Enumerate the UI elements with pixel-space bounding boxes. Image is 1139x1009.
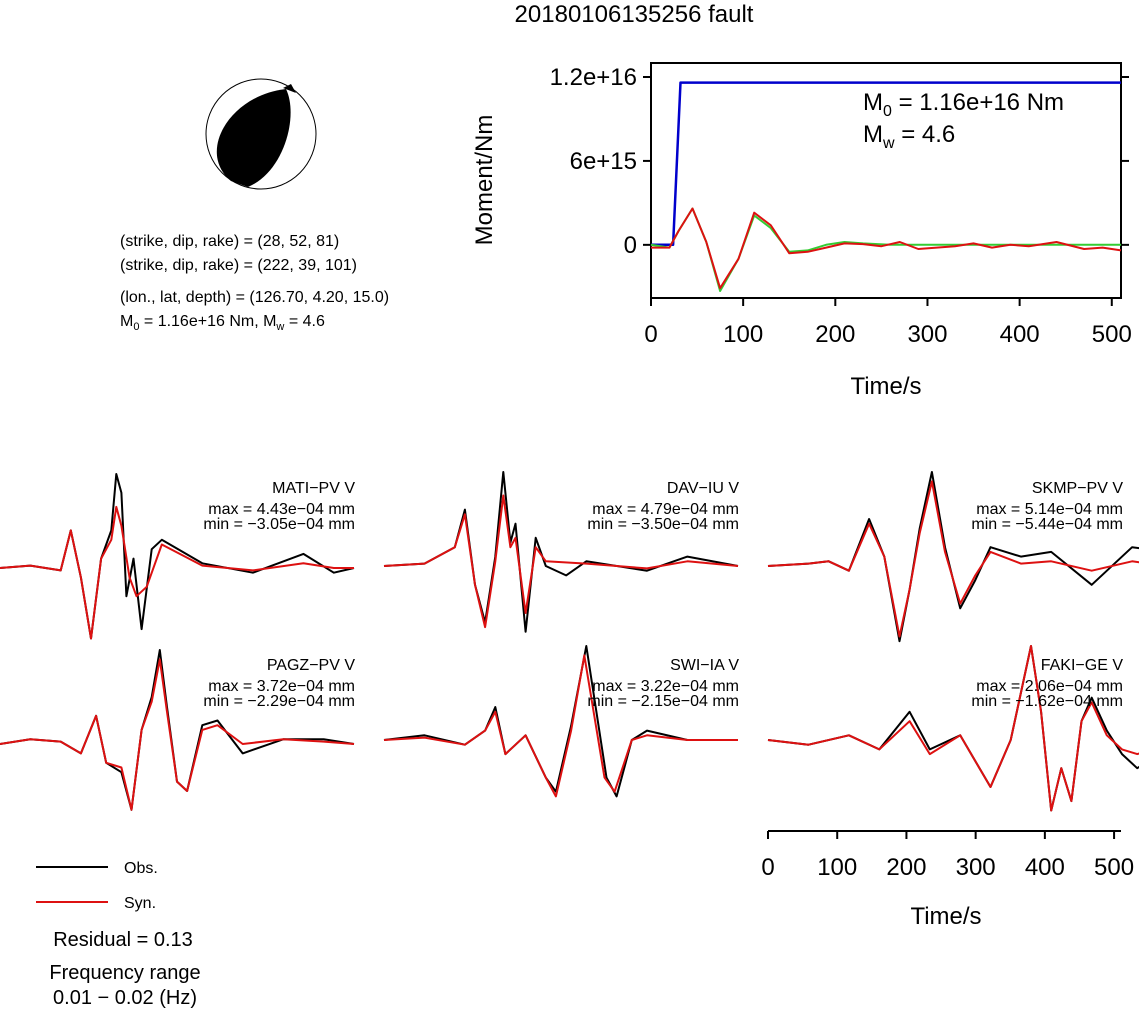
- station-max: max = 4.43e−04 mm: [208, 501, 355, 518]
- station-name: MATI−PV V: [272, 480, 355, 497]
- frequency-range: 0.01 − 0.02 (Hz): [53, 987, 197, 1009]
- moment-series-line-3: [651, 207, 1122, 290]
- moment-x-tick-label: 200: [815, 321, 855, 348]
- waveform-syn-trace: [767, 480, 1139, 638]
- moment-y-tick-label: 0: [624, 232, 637, 259]
- waveform-time-axis: 0 100 200 300 400 500: [761, 830, 1134, 881]
- station-name: SKMP−PV V: [1032, 480, 1123, 497]
- moment-series: [650, 81, 1122, 292]
- station-min: min = −2.15e−04 mm: [587, 693, 739, 710]
- station-max: max = 4.79e−04 mm: [592, 501, 739, 518]
- waveform-syn-trace: [767, 645, 1139, 812]
- waveform-obs-trace: [0, 473, 355, 640]
- frequency-label: Frequency range: [49, 962, 200, 984]
- moment-plot-frame: [650, 62, 1122, 299]
- moment-series-line-2: [650, 207, 1121, 292]
- station-max: max = 5.14e−04 mm: [976, 501, 1123, 518]
- fm-line4: M0 = 1.16e+16 Nm, Mw = 4.6: [120, 313, 325, 333]
- moment-x-tick-label: 400: [1000, 321, 1040, 348]
- beachball-compression: [216, 89, 291, 187]
- waveform-syn-trace: [383, 494, 739, 629]
- waveform-obs-trace: [767, 471, 1139, 643]
- station-min: min = −3.05e−04 mm: [203, 516, 355, 533]
- waveform-x-axis-label: Time/s: [910, 903, 981, 930]
- moment-annotation-m0: M0 = 1.16e+16 Nm: [863, 89, 1064, 120]
- legend: Obs. Syn.: [36, 860, 158, 912]
- moment-chart: 0 6e+15 1.2e+16 0 100 200 300 400 500 Moment/Nm…: [471, 62, 1132, 400]
- waveform-x-tick-label: 100: [817, 854, 857, 881]
- station-min: min = −1.62e−04 mm: [971, 693, 1123, 710]
- waveform-x-tick-label: 500: [1094, 854, 1134, 881]
- station-max: max = 2.06e−04 mm: [976, 678, 1123, 695]
- station-max: max = 3.72e−04 mm: [208, 678, 355, 695]
- moment-x-tick-label: 0: [644, 321, 657, 348]
- moment-x-ticks: 0 100 200 300 400 500: [644, 298, 1132, 348]
- waveform-x-tick-label: 300: [956, 854, 996, 881]
- station-name: PAGZ−PV V: [267, 657, 356, 674]
- moment-x-tick-label: 100: [723, 321, 763, 348]
- waveform-syn-trace: [383, 654, 738, 798]
- moment-x-tick-label: 500: [1092, 321, 1132, 348]
- station-min: min = −3.50e−04 mm: [587, 516, 739, 533]
- beachball-compression-tip: [283, 84, 296, 93]
- waveform-x-tick-label: 400: [1025, 854, 1065, 881]
- waveform-x-tick-label: 0: [761, 854, 774, 881]
- moment-annotation-mw: Mw = 4.6: [863, 121, 955, 152]
- waveform-syn-trace: [0, 505, 354, 640]
- moment-y-axis-label: Moment/Nm: [471, 115, 498, 246]
- moment-x-axis-label: Time/s: [850, 373, 921, 400]
- station-name: FAKI−GE V: [1041, 657, 1124, 674]
- station-min: min = −2.29e−04 mm: [203, 693, 355, 710]
- moment-y-tick-label: 1.2e+16: [550, 64, 637, 91]
- focal-mechanism-beachball: [205, 78, 317, 190]
- station-name: SWI−IA V: [670, 657, 739, 674]
- station-name: DAV−IU V: [667, 480, 740, 497]
- station-max: max = 3.22e−04 mm: [592, 678, 739, 695]
- page-title: 20180106135256 fault: [515, 1, 754, 28]
- moment-y-tick-label: 6e+15: [570, 148, 637, 175]
- legend-syn-label: Syn.: [124, 895, 156, 912]
- fm-line1: (strike, dip, rake) = (28, 52, 81): [120, 233, 339, 250]
- moment-series-line-1: [651, 81, 1121, 247]
- waveform-syn-trace: [0, 658, 355, 811]
- station-min: min = −5.44e−04 mm: [971, 516, 1123, 533]
- moment-x-tick-label: 300: [907, 321, 947, 348]
- waveform-obs-trace: [383, 471, 739, 633]
- residual-text: Residual = 0.13: [53, 929, 193, 951]
- waveform-x-tick-label: 200: [886, 854, 926, 881]
- legend-obs-label: Obs.: [124, 860, 158, 877]
- moment-y-ticks: 0 6e+15 1.2e+16: [550, 64, 1129, 259]
- fm-line3: (lon., lat, depth) = (126.70, 4.20, 15.0…: [120, 289, 389, 306]
- fm-line2: (strike, dip, rake) = (222, 39, 101): [120, 257, 357, 274]
